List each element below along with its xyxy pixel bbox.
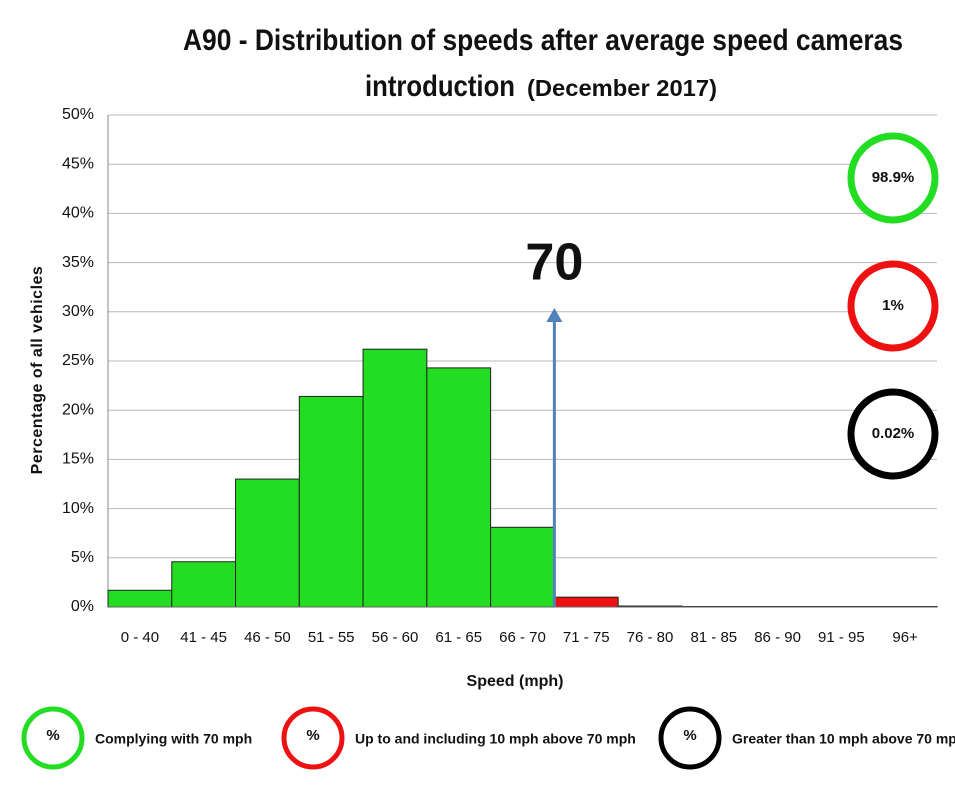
chart-subtitle: (December 2017) (527, 75, 717, 101)
summary-label: 1% (882, 297, 904, 314)
x-tick-label: 46 - 50 (244, 629, 291, 646)
legend-label: Complying with 70 mph (95, 731, 252, 747)
x-tick-label: 96+ (892, 629, 918, 646)
x-tick-label: 91 - 95 (818, 629, 865, 646)
bar (553, 596, 619, 608)
x-tick-label: 61 - 65 (435, 629, 482, 646)
legend-ring (658, 706, 722, 770)
y-tick-label: 25% (62, 352, 94, 369)
x-axis-label: Speed (mph) (467, 673, 564, 690)
legend-symbol: % (306, 727, 319, 744)
arrow-head (546, 308, 563, 322)
legend-ring (281, 706, 345, 770)
bar (362, 348, 428, 608)
legend-symbol: % (46, 727, 59, 744)
summary-label: 98.9% (872, 169, 915, 186)
x-tick-label: 76 - 80 (627, 629, 674, 646)
y-tick-label: 40% (62, 205, 94, 222)
bar (426, 367, 492, 608)
bar (171, 561, 237, 608)
bar (235, 478, 300, 608)
summary-ring (847, 388, 939, 480)
bar (298, 395, 364, 608)
summary-ring (847, 260, 939, 352)
y-axis-label: Percentage of all vehicles (29, 266, 46, 475)
legend-label: Greater than 10 mph above 70 mph (732, 731, 955, 747)
x-tick-label: 56 - 60 (372, 629, 419, 646)
bar (107, 589, 173, 608)
summary-ring (847, 132, 939, 224)
y-tick-label: 5% (71, 549, 94, 566)
chart-title: A90 - Distribution of speeds after avera… (183, 24, 903, 57)
y-tick-label: 10% (62, 500, 94, 517)
bar (490, 526, 555, 608)
x-tick-label: 66 - 70 (499, 629, 546, 646)
y-tick-label: 50% (62, 106, 94, 123)
x-tick-label: 41 - 45 (180, 629, 227, 646)
legend-symbol: % (683, 727, 696, 744)
summary-label: 0.02% (872, 425, 915, 442)
y-tick-label: 20% (62, 401, 94, 418)
y-tick-label: 0% (71, 598, 94, 615)
x-tick-label: 71 - 75 (563, 629, 610, 646)
y-tick-label: 15% (62, 451, 94, 468)
legend-label: Up to and including 10 mph above 70 mph (355, 731, 636, 747)
x-tick-label: 81 - 85 (690, 629, 737, 646)
chart-title: introduction (365, 70, 515, 103)
legend-ring (21, 706, 85, 770)
x-tick-label: 86 - 90 (754, 629, 801, 646)
limit-label: 70 (525, 234, 583, 292)
y-tick-label: 45% (62, 155, 94, 172)
y-tick-label: 30% (62, 303, 94, 320)
y-tick-label: 35% (62, 254, 94, 271)
x-tick-label: 51 - 55 (308, 629, 355, 646)
x-tick-label: 0 - 40 (121, 629, 159, 646)
